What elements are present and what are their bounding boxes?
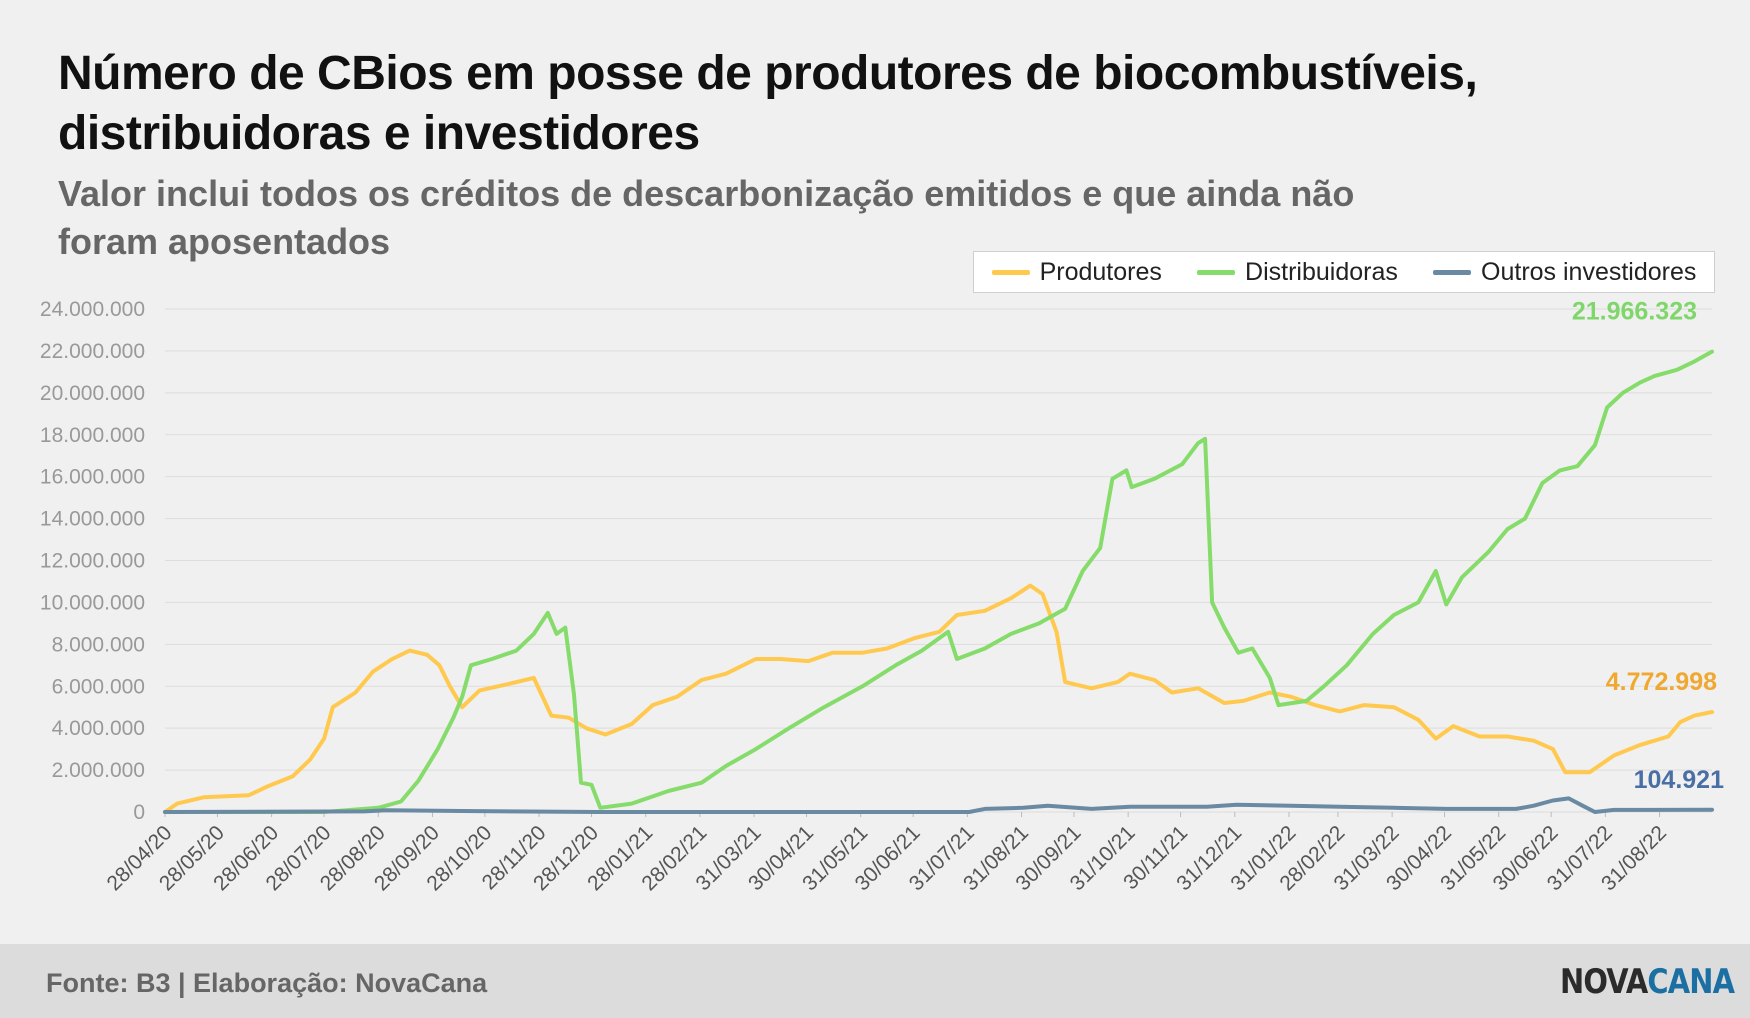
y-tick-label: 22.000.000 [40,340,145,363]
legend-item-distribuidoras: Distribuidoras [1197,258,1398,287]
end-value-label-investidores: 104.921 [1634,766,1724,794]
y-tick-label: 6.000.000 [52,675,145,698]
y-tick-label: 4.000.000 [52,717,145,740]
line-chart: 0 2.000.000 4.000.000 6.000.000 8.000.000 10.… [40,298,1724,896]
y-tick-label: 14.000.000 [40,508,145,531]
end-value-label-produtores: 4.772.998 [1606,668,1717,696]
source-note: Fonte: B3 | Elaboração: NovaCana [46,968,488,998]
end-value-label-distribuidoras: 21.966.323 [1572,298,1697,326]
legend-label-distribuidoras: Distribuidoras [1245,257,1398,286]
legend-label-produtores: Produtores [1039,257,1162,286]
series-line-distribuidoras [163,349,1714,814]
y-tick-label: 24.000.000 [40,298,145,321]
logo-part1: NOVA [1560,962,1648,1002]
y-tick-label: 10.000.000 [40,591,145,614]
y-tick-label: 8.000.000 [52,633,145,656]
page-title: Número de CBios em posse de produtores d… [58,47,1478,160]
y-tick-label: 20.000.000 [40,382,145,405]
logo-part2: CANA [1647,962,1735,1002]
legend-item-investidores: Outros investidores [1433,258,1696,287]
y-tick-label: 12.000.000 [40,550,145,573]
series-line-investidores [163,796,1714,814]
novacana-logo: NOVACANA [1560,962,1735,1002]
legend-item-produtores: Produtores [991,257,1162,287]
legend-label-investidores: Outros investidores [1481,257,1697,286]
page-subtitle: Valor inclui todos os créditos de descar… [58,173,1355,262]
chart-legend: Produtores Distribuidoras Outros investi… [973,251,1715,293]
legend-swatch-investidores [1433,269,1472,275]
y-tick-label: 0 [133,801,145,824]
y-tick-label: 16.000.000 [40,466,145,489]
y-tick-label: 18.000.000 [40,424,145,447]
footer-bar: Fonte: B3 | Elaboração: NovaCana NOVACAN… [0,944,1750,1018]
legend-swatch-distribuidoras [1197,269,1236,275]
y-tick-label: 2.000.000 [52,759,145,782]
series-line-produtores [163,583,1714,814]
legend-swatch-produtores [991,269,1030,275]
